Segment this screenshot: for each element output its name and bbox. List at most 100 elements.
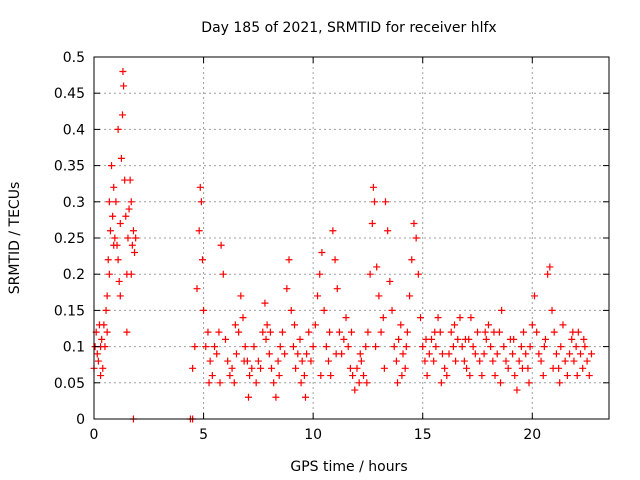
x-tick-label: 5 [199, 427, 208, 443]
data-point [356, 350, 364, 358]
data-point [368, 220, 376, 228]
data-point [331, 256, 339, 264]
data-point [515, 357, 523, 365]
data-point [482, 335, 490, 343]
data-point [417, 314, 425, 322]
data-point [466, 372, 474, 380]
data-point [117, 154, 125, 162]
data-point [395, 335, 403, 343]
data-point [122, 212, 130, 220]
data-point [445, 350, 453, 358]
data-point [458, 343, 466, 351]
data-point [114, 256, 122, 264]
data-point [490, 328, 498, 336]
data-point [412, 234, 420, 242]
data-point [498, 306, 506, 314]
data-point [568, 335, 576, 343]
data-point [513, 386, 521, 394]
data-point [366, 270, 374, 278]
data-point [224, 357, 232, 365]
data-point [471, 350, 479, 358]
data-point [461, 335, 469, 343]
data-point [474, 328, 482, 336]
data-point [452, 357, 460, 365]
data-point [441, 364, 449, 372]
data-point [419, 343, 427, 351]
data-point [379, 314, 387, 322]
data-point [583, 357, 591, 365]
data-point [362, 343, 370, 351]
data-point [250, 343, 258, 351]
data-point [307, 357, 315, 365]
y-tick-label: 0.4 [63, 122, 85, 138]
data-point [305, 328, 313, 336]
data-point [275, 372, 283, 380]
data-point [373, 263, 381, 271]
data-point [357, 357, 365, 365]
data-point [573, 372, 581, 380]
y-tick-label: 0.2 [63, 267, 85, 283]
data-point [297, 379, 305, 387]
data-point [556, 379, 564, 387]
data-point [240, 357, 248, 365]
y-tick-label: 0.15 [54, 303, 85, 319]
data-point [112, 198, 120, 206]
data-point [239, 314, 247, 322]
data-point [561, 357, 569, 365]
data-point [438, 350, 446, 358]
data-point [114, 125, 122, 133]
data-point [353, 364, 361, 372]
data-point [303, 350, 311, 358]
data-point [497, 379, 505, 387]
data-point [566, 350, 574, 358]
data-point [248, 364, 256, 372]
x-tick-label: 10 [304, 427, 322, 443]
data-point [132, 234, 140, 242]
data-point [289, 343, 297, 351]
data-point [193, 285, 201, 293]
data-point [266, 328, 274, 336]
data-point [377, 328, 385, 336]
data-point [384, 227, 392, 235]
data-point [106, 227, 114, 235]
data-point [298, 357, 306, 365]
data-point [189, 364, 197, 372]
data-point [371, 198, 379, 206]
data-point [124, 234, 132, 242]
data-point [487, 343, 495, 351]
data-point [390, 343, 398, 351]
x-tick-label: 0 [90, 427, 99, 443]
data-point [540, 343, 548, 351]
data-point [318, 248, 326, 256]
data-point [559, 321, 567, 329]
y-tick-label: 0.35 [54, 159, 85, 175]
data-point [216, 379, 224, 387]
data-point [493, 350, 501, 358]
y-tick-label: 0.25 [54, 231, 85, 247]
data-point [262, 335, 270, 343]
data-point [309, 343, 317, 351]
data-point [509, 350, 517, 358]
data-point [380, 364, 388, 372]
data-point [522, 350, 530, 358]
data-point [291, 321, 299, 329]
data-point [375, 292, 383, 300]
data-point [397, 321, 405, 329]
data-point [437, 379, 445, 387]
data-point [414, 270, 422, 278]
data-point [110, 183, 118, 191]
data-point [281, 350, 289, 358]
data-point [103, 292, 111, 300]
data-point [348, 328, 355, 336]
data-point [342, 314, 350, 322]
data-point [206, 357, 214, 365]
data-point [105, 270, 113, 278]
x-axis-label: GPS time / hours [290, 459, 407, 475]
data-point [401, 364, 409, 372]
data-point [539, 372, 547, 380]
data-point [456, 314, 464, 322]
data-point [500, 343, 508, 351]
data-point [274, 357, 282, 365]
data-point [581, 343, 589, 351]
data-point [102, 306, 110, 314]
